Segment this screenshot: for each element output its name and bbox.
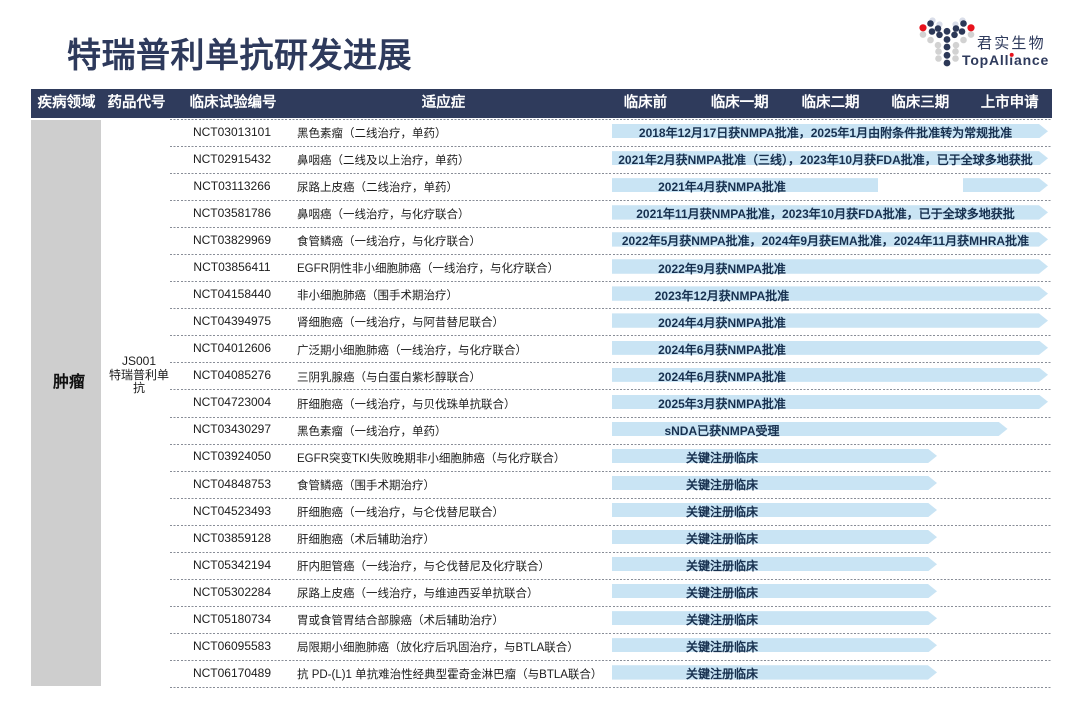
- svg-text:TopAlliance: TopAlliance: [962, 52, 1049, 68]
- svg-text:君实生物: 君实生物: [977, 35, 1046, 52]
